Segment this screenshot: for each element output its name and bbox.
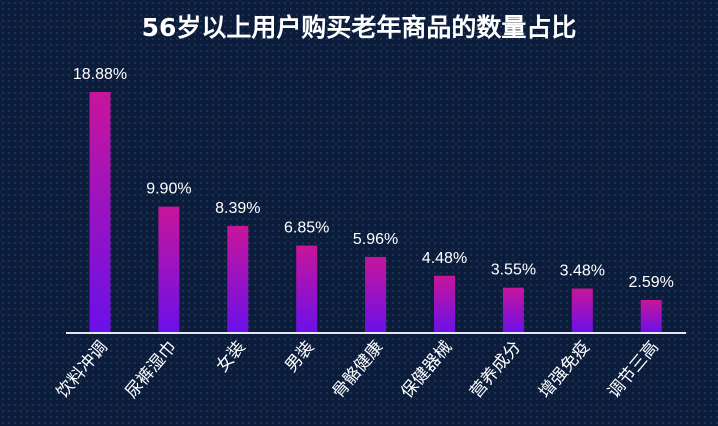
bar [89, 92, 111, 333]
data-label: 2.59% [629, 274, 674, 291]
chart-title: 56岁以上用户购买老年商品的数量占比 [141, 13, 577, 42]
x-tick-label: 女装 [212, 337, 249, 376]
x-tick-label: 调节三高 [604, 337, 663, 402]
data-label: 4.48% [422, 250, 467, 267]
bar [365, 256, 387, 333]
data-label: 18.88% [73, 66, 127, 83]
x-tick-label: 男装 [281, 337, 318, 376]
data-label: 3.48% [560, 263, 605, 280]
bar [227, 225, 249, 333]
x-tick-label: 营养成分 [466, 337, 525, 402]
data-label: 5.96% [353, 231, 398, 248]
bar [158, 206, 180, 333]
data-label: 8.39% [215, 200, 260, 217]
bar [502, 287, 524, 333]
x-tick-label: 保健器械 [397, 337, 456, 402]
bar [640, 299, 662, 333]
data-label: 9.90% [146, 181, 191, 198]
x-tick-label: 增强免疫 [535, 337, 594, 402]
bar [571, 288, 593, 333]
x-tick-label: 骨骼健康 [328, 337, 387, 402]
data-label: 6.85% [284, 220, 329, 237]
x-tick-label: 饮料冲调 [53, 337, 112, 402]
x-tick-label: 尿裤湿巾 [122, 337, 181, 402]
bar [434, 275, 455, 333]
data-label: 3.55% [491, 262, 536, 279]
bar [296, 245, 318, 333]
